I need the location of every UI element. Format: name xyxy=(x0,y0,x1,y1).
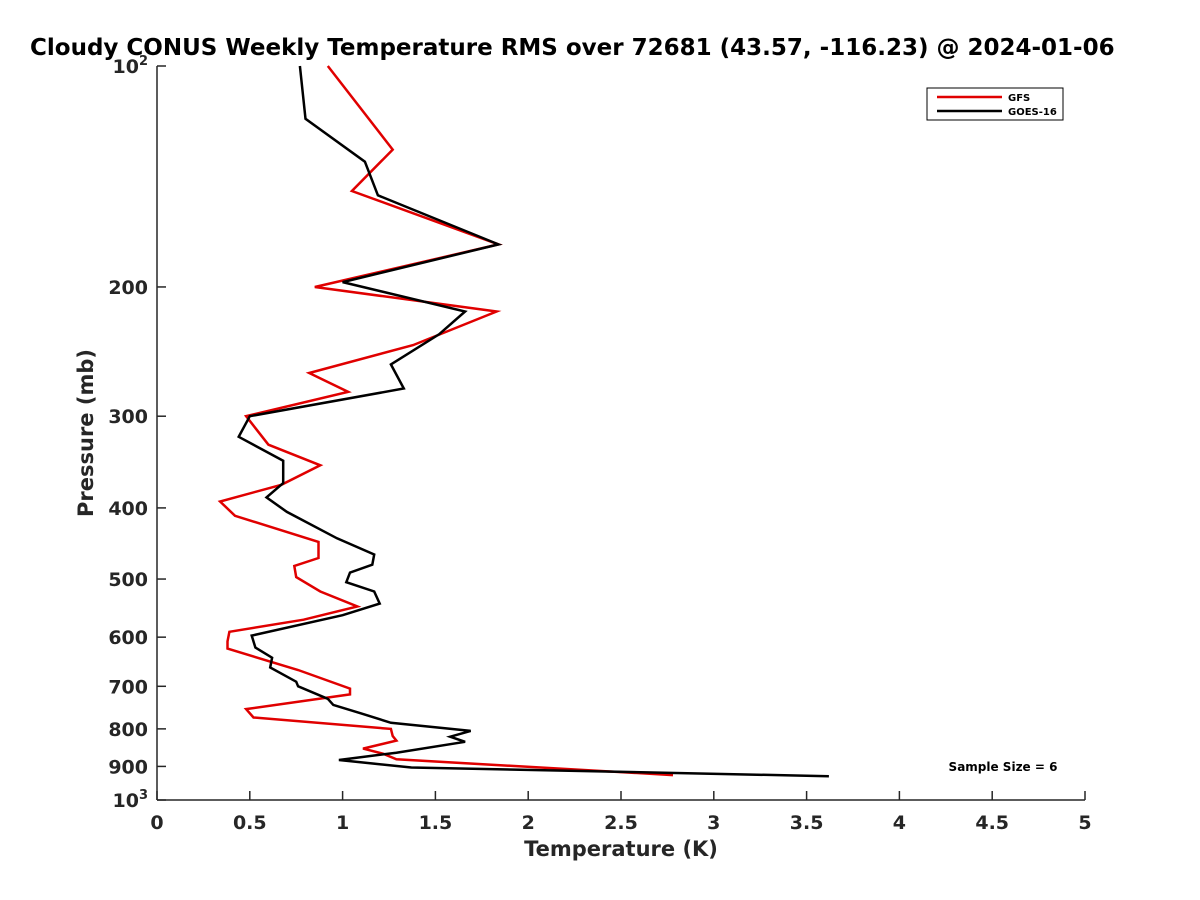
x-tick-label: 4.5 xyxy=(975,812,1009,834)
legend: GFS GOES-16 xyxy=(926,87,1064,121)
series-line-goes-16 xyxy=(237,65,829,778)
y-tick-label: 300 xyxy=(108,406,148,428)
legend-box xyxy=(926,87,1064,121)
x-tick-label: 5 xyxy=(1078,812,1091,834)
y-tick-label-base: 400 xyxy=(108,498,148,520)
x-axis-label: Temperature (K) xyxy=(524,837,718,861)
x-tick-label: 0.5 xyxy=(233,812,267,834)
x-tick-label: 3.5 xyxy=(790,812,824,834)
x-tick-label: 0 xyxy=(150,812,163,834)
y-tick-label: 900 xyxy=(108,756,148,778)
y-tick-label: 102 xyxy=(113,54,149,78)
y-tick-label-base: 10 xyxy=(113,56,139,78)
y-tick-label-base: 500 xyxy=(108,569,148,591)
y-tick-label-base: 800 xyxy=(108,719,148,741)
x-ticks: 0 0.5 1 1.5 2 2.5 3 3.5 4 4.5 5 xyxy=(150,791,1092,834)
sample-size-annotation: Sample Size = 6 xyxy=(949,760,1058,774)
y-tick-label: 103 xyxy=(113,788,149,812)
chart-title: Cloudy CONUS Weekly Temperature RMS over… xyxy=(30,35,1115,61)
y-tick-label: 800 xyxy=(108,719,148,741)
y-tick-label-base: 300 xyxy=(108,406,148,428)
y-tick-label-exponent: 3 xyxy=(139,788,148,803)
legend-label-gfs: GFS xyxy=(1008,93,1030,104)
y-tick-label-base: 200 xyxy=(108,277,148,299)
y-tick-label: 400 xyxy=(108,498,148,520)
legend-label-goes-16: GOES-16 xyxy=(1008,107,1057,118)
y-tick-label: 600 xyxy=(108,627,148,649)
series-line-gfs xyxy=(217,65,674,777)
x-tick-label: 4 xyxy=(893,812,906,834)
x-tick-label: 2 xyxy=(522,812,535,834)
y-axis-label: Pressure (mb) xyxy=(74,349,98,517)
x-tick-label: 1 xyxy=(336,812,349,834)
y-tick-label-base: 900 xyxy=(108,756,148,778)
x-tick-label: 1.5 xyxy=(419,812,453,834)
axes xyxy=(156,66,1085,801)
x-tick-label: 2.5 xyxy=(604,812,638,834)
y-tick-label-exponent: 2 xyxy=(139,54,148,69)
y-tick-label-base: 700 xyxy=(108,676,148,698)
y-tick-label: 500 xyxy=(108,569,148,591)
y-tick-label: 700 xyxy=(108,676,148,698)
plot-series xyxy=(217,65,829,778)
y-tick-label-base: 10 xyxy=(113,790,139,812)
y-tick-label: 200 xyxy=(108,277,148,299)
y-tick-label-base: 600 xyxy=(108,627,148,649)
x-tick-label: 3 xyxy=(707,812,720,834)
